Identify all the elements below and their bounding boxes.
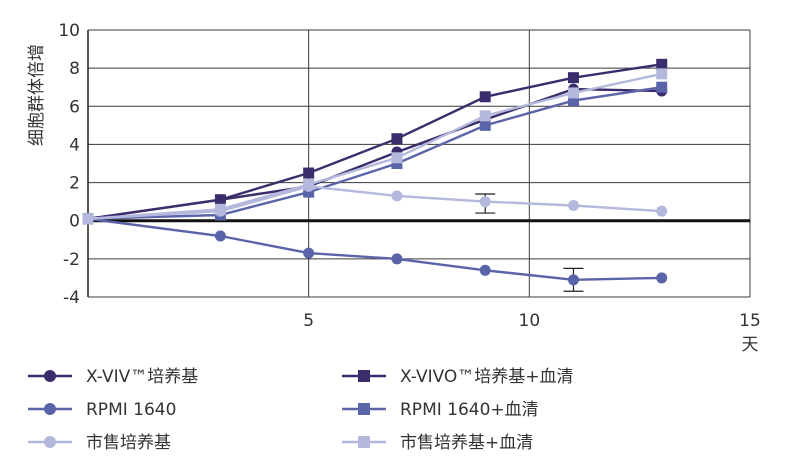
x-tick-label: 5 xyxy=(303,311,314,331)
data-point xyxy=(391,158,403,169)
legend: X-VIV™培养基 X-VIVO™培养基+血清 RPMI 1640 RPMI 1640… xyxy=(28,367,574,453)
y-tick-label: 8 xyxy=(69,59,80,79)
legend-label: 市售培养基+血清 xyxy=(400,433,533,453)
data-point xyxy=(303,247,315,259)
grid xyxy=(88,29,751,298)
legend-item: RPMI 1640 xyxy=(28,400,176,420)
data-point xyxy=(479,264,491,276)
legend-marker xyxy=(44,436,56,448)
series-line xyxy=(87,87,662,220)
data-point xyxy=(214,194,226,206)
legend-marker xyxy=(358,403,370,415)
x-tick-label: 15 xyxy=(739,311,761,331)
legend-item: RPMI 1640+血清 xyxy=(342,400,539,420)
data-point xyxy=(303,186,315,198)
legend-marker xyxy=(358,370,370,382)
legend-label: X-VIV™培养基 xyxy=(86,367,198,387)
data-point xyxy=(479,110,491,122)
data-point xyxy=(391,190,403,202)
data-point xyxy=(479,196,491,208)
series-4 xyxy=(82,81,668,225)
tick-labels: 10 8 6 4 2 0 -2 -4 5 10 15 xyxy=(58,21,760,331)
y-axis-title: 细胞群体倍增 xyxy=(27,44,47,146)
data-point xyxy=(656,68,668,80)
data-point xyxy=(567,199,579,211)
series-1 xyxy=(82,83,668,225)
data-point xyxy=(214,230,226,242)
series-6 xyxy=(82,68,668,225)
data-point xyxy=(82,213,94,225)
legend-item: X-VIV™培养基 xyxy=(28,367,198,387)
data-point xyxy=(567,87,579,99)
data-point xyxy=(656,58,668,70)
data-point xyxy=(214,203,226,215)
series-line xyxy=(87,86,662,220)
y-tick-label: -4 xyxy=(63,288,80,308)
legend-marker xyxy=(44,370,56,382)
data-point xyxy=(479,91,491,103)
x-axis-title: 天 xyxy=(742,335,759,355)
legend-item: 市售培养基+血清 xyxy=(342,433,533,453)
y-tick-label: 6 xyxy=(69,97,80,117)
data-point xyxy=(656,272,668,284)
data-point xyxy=(567,274,579,286)
data-point xyxy=(391,133,403,145)
data-point xyxy=(656,205,668,217)
legend-item: 市售培养基 xyxy=(28,433,171,453)
y-tick-label: 2 xyxy=(69,174,80,194)
series-group xyxy=(82,58,668,286)
y-tick-label: 10 xyxy=(58,21,80,41)
series-5 xyxy=(82,180,668,225)
y-tick-label: 0 xyxy=(69,212,80,232)
x-tick-label: 10 xyxy=(519,311,541,331)
legend-label: 市售培养基 xyxy=(86,433,171,453)
data-point xyxy=(567,95,579,107)
data-point xyxy=(391,152,403,164)
data-point xyxy=(567,72,579,84)
series-line xyxy=(87,217,662,282)
legend-marker xyxy=(44,403,56,415)
data-point xyxy=(391,253,403,265)
data-point xyxy=(479,119,491,131)
axes xyxy=(87,30,750,297)
legend-label: RPMI 1640+血清 xyxy=(400,400,539,420)
data-point xyxy=(303,178,315,190)
legend-item: X-VIVO™培养基+血清 xyxy=(342,367,574,387)
series-2 xyxy=(82,58,668,225)
data-point xyxy=(656,81,668,93)
data-point xyxy=(303,167,315,179)
y-tick-label: -2 xyxy=(63,250,80,270)
legend-label: X-VIVO™培养基+血清 xyxy=(400,367,574,387)
series-3 xyxy=(82,213,668,286)
y-tick-label: 4 xyxy=(69,135,80,155)
legend-marker xyxy=(358,436,370,448)
legend-label: RPMI 1640 xyxy=(86,400,176,420)
